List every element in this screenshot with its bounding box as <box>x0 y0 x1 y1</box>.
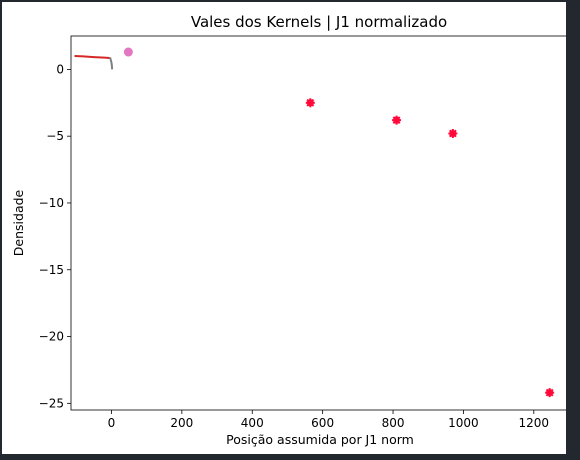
marker-ray <box>392 116 401 125</box>
marker-ray <box>306 98 315 107</box>
x-tick-label: 200 <box>170 416 193 430</box>
x-tick-label: 600 <box>311 416 334 430</box>
marker-ray <box>448 129 457 138</box>
data-point-marker <box>392 115 402 125</box>
chart-title: Vales dos Kernels | J1 normalizado <box>191 13 447 31</box>
plot-area <box>70 35 566 411</box>
chart: Vales dos Kernels | J1 normalizado 0 200 4… <box>11 13 566 447</box>
x-tick-label: 0 <box>108 416 116 430</box>
data-point-marker <box>545 388 555 398</box>
y-axis: 0 −5 −10 −15 −20 −25 <box>39 62 71 410</box>
y-tick-label: −25 <box>39 396 64 410</box>
data-point-marker <box>305 98 315 108</box>
x-axis: 0 200 400 600 800 1000 1200 <box>108 410 549 430</box>
x-tick-label: 400 <box>241 416 264 430</box>
y-tick-label: −5 <box>46 129 64 143</box>
marker-ray <box>545 388 554 397</box>
data-point-marker <box>448 129 458 139</box>
y-tick-label: −20 <box>39 330 64 344</box>
x-tick-label: 1000 <box>448 416 479 430</box>
chart-marks <box>74 47 555 398</box>
data-point <box>123 47 133 57</box>
x-tick-label: 800 <box>382 416 405 430</box>
x-axis-label: Posição assumida por J1 norm <box>226 432 414 447</box>
y-tick-label: −15 <box>39 263 64 277</box>
series-line-0 <box>74 55 110 60</box>
y-axis-label: Densidade <box>11 189 26 256</box>
x-tick-label: 1200 <box>519 416 550 430</box>
series-line-1 <box>109 57 114 70</box>
y-tick-label: −10 <box>39 196 64 210</box>
y-tick-label: 0 <box>56 62 64 76</box>
figure: Vales dos Kernels | J1 normalizado 0 200 4… <box>2 2 566 454</box>
